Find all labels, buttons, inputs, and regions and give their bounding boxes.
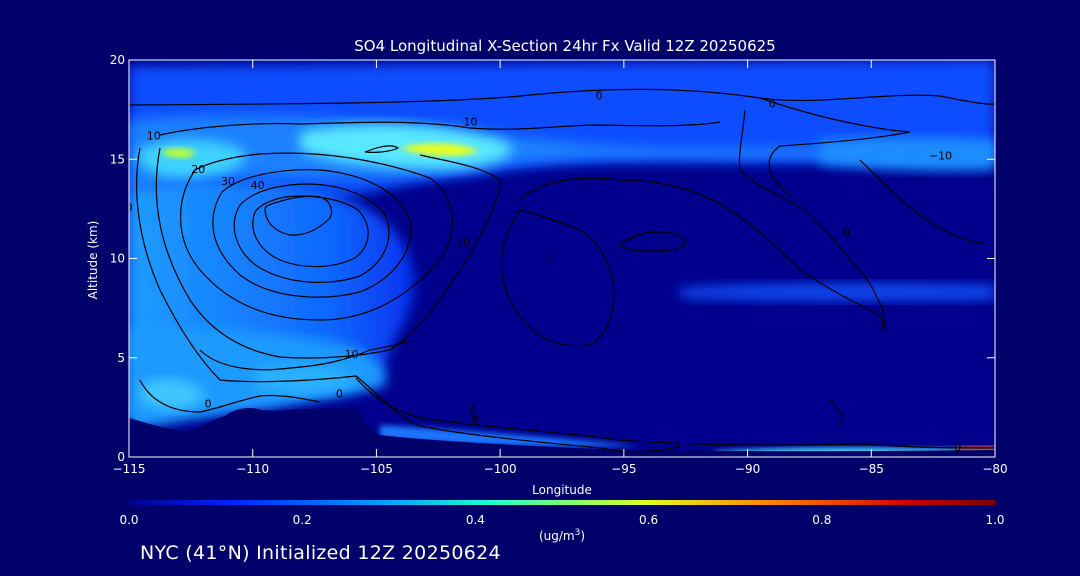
contour-0-lowest xyxy=(355,377,995,449)
x-tick-label: −110 xyxy=(236,462,269,476)
x-axis: −115 −110 −105 −100 −95 −90 −85 −80 xyxy=(113,60,1008,476)
contour-label: 10 xyxy=(456,237,470,250)
contour-30-ring xyxy=(212,169,412,298)
contour-label: 30 xyxy=(221,175,235,188)
colorbar-ticks: 0.0 0.2 0.4 0.6 0.8 1.0 xyxy=(119,513,1004,527)
contour-label: 0 xyxy=(596,90,603,103)
y-tick-label: 20 xyxy=(110,53,125,67)
colorbar-tick-label: 0.0 xyxy=(119,513,138,527)
x-tick-label: −90 xyxy=(735,462,760,476)
contour-label: 20 xyxy=(191,163,205,176)
contour-0-loop-left xyxy=(500,209,615,347)
contour-labels: 0 10 20 30 40 10 0 0 −10 0 0 10 10 0 0 0 xyxy=(126,90,961,454)
contour-label: 0 xyxy=(954,441,961,454)
colorbar-tick-label: 0.4 xyxy=(466,513,485,527)
contour-0-low-left xyxy=(139,379,321,413)
contour-label: 10 xyxy=(463,116,477,129)
colorbar xyxy=(129,500,995,505)
init-footer-label: NYC (41°N) Initialized 12Z 20250624 xyxy=(140,542,501,564)
x-tick-label: −100 xyxy=(484,462,517,476)
contour-label: 10 xyxy=(345,348,359,361)
contour-10-low xyxy=(199,339,411,371)
contour-label: 40 xyxy=(251,179,265,192)
contour-label: 10 xyxy=(147,129,161,142)
contour-20-ring xyxy=(179,152,453,321)
plume-center-bright xyxy=(300,124,513,169)
contour-label: 0 xyxy=(769,98,776,111)
chart-title: SO4 Longitudinal X-Section 24hr Fx Valid… xyxy=(354,37,775,55)
contour-0-upper-right xyxy=(759,97,911,197)
low-level-pocket-1 xyxy=(140,379,205,410)
contour-label: 0 xyxy=(336,387,343,400)
colorbar-unit-text: (ug/m xyxy=(539,529,575,543)
x-tick-label: −105 xyxy=(360,462,393,476)
colorbar-unit-superscript: 3 xyxy=(575,528,581,538)
y-tick-label: 10 xyxy=(110,252,125,266)
contour-0-top xyxy=(129,88,995,106)
plume-left-bright xyxy=(135,139,247,180)
plume-center-core xyxy=(400,143,478,156)
contour-label: 0 xyxy=(126,201,133,214)
x-tick-label: −80 xyxy=(982,462,1007,476)
contour-10-right-vert xyxy=(859,159,986,245)
x-axis-label: Longitude xyxy=(532,483,592,497)
contour-label: 0 xyxy=(546,252,553,265)
contour-0-loop-right xyxy=(619,231,686,252)
contour-0-right-low xyxy=(829,399,843,426)
plot-area: 0 10 20 30 40 10 0 0 −10 0 0 10 10 0 0 0 xyxy=(126,60,995,457)
contour-label: 0 xyxy=(205,397,212,410)
contour-0-spur xyxy=(470,403,478,424)
right-high-band xyxy=(820,137,995,171)
contour-0-outer xyxy=(136,147,681,453)
y-tick-label: 0 xyxy=(117,450,125,464)
contour-0-right-vert xyxy=(738,109,885,327)
y-axis: 0 5 10 15 20 xyxy=(110,53,995,464)
y-tick-label: 15 xyxy=(110,152,125,166)
x-tick-label: −115 xyxy=(113,462,146,476)
colorbar-unit-suffix: ) xyxy=(580,529,585,543)
contour-label: −10 xyxy=(929,149,952,162)
contour-40-ring xyxy=(252,195,369,268)
colorbar-tick-label: 0.6 xyxy=(639,513,658,527)
contour-10-lobe xyxy=(364,145,400,153)
plume-left-core xyxy=(160,147,196,159)
low-level-pocket-2 xyxy=(255,364,360,394)
colorbar-unit-label: (ug/m3) xyxy=(539,528,585,543)
contour-0-mid xyxy=(519,177,886,331)
contour-lines xyxy=(129,88,995,453)
colorbar-tick-label: 0.2 xyxy=(293,513,312,527)
contour-10-upper xyxy=(159,121,721,136)
contour-10-ring xyxy=(155,147,501,359)
terrain xyxy=(129,407,995,457)
y-axis-label: Altitude (km) xyxy=(86,221,100,300)
colorbar-tick-label: 1.0 xyxy=(985,513,1004,527)
contour-45-ring xyxy=(264,195,333,236)
x-tick-label: −95 xyxy=(611,462,636,476)
contour-35-ring xyxy=(233,183,390,283)
x-tick-label: −85 xyxy=(859,462,884,476)
colorbar-tick-label: 0.8 xyxy=(812,513,831,527)
contour-label: 0 xyxy=(843,227,850,240)
y-tick-label: 5 xyxy=(117,351,125,365)
